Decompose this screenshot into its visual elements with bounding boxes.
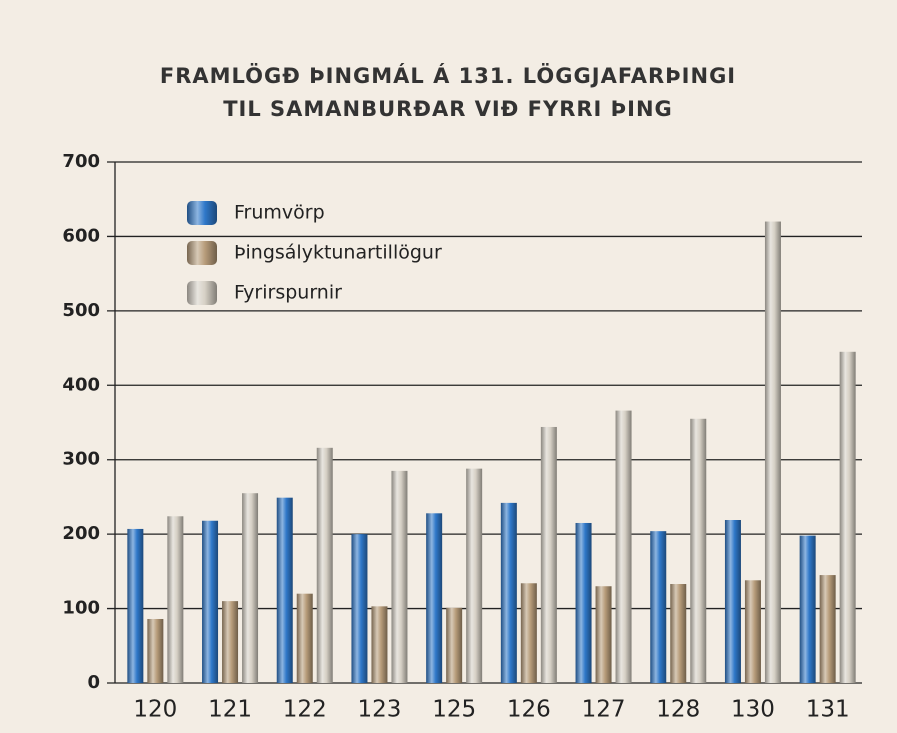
bar — [500, 502, 517, 683]
bar — [575, 522, 592, 683]
legend-swatch — [187, 201, 217, 225]
x-tick-label: 125 — [432, 697, 476, 723]
y-tick-label: 600 — [62, 225, 100, 246]
y-tick-label: 700 — [62, 151, 100, 172]
x-tick-label: 128 — [656, 697, 700, 723]
bar — [540, 426, 557, 683]
bar — [670, 584, 687, 683]
bar — [222, 601, 239, 683]
y-tick-label: 100 — [62, 598, 100, 619]
legend-label: Þingsályktunartillögur — [234, 242, 442, 264]
x-tick-label: 131 — [806, 697, 850, 723]
bar — [799, 535, 816, 683]
bar — [724, 520, 741, 683]
bar — [690, 418, 707, 683]
bar — [167, 516, 184, 683]
bar — [520, 583, 537, 683]
bar — [127, 528, 144, 683]
bar — [466, 468, 483, 683]
bar — [819, 575, 836, 683]
bar — [839, 351, 856, 683]
legend-swatch — [187, 241, 217, 265]
x-tick-label: 130 — [731, 697, 775, 723]
x-tick-label: 126 — [507, 697, 551, 723]
legend-label: Frumvörp — [234, 202, 325, 224]
bar — [316, 447, 333, 683]
bar — [296, 593, 313, 683]
chart-subtitle: TIL SAMANBURÐAR VIÐ FYRRI ÞING — [223, 97, 673, 121]
y-tick-label: 200 — [62, 523, 100, 544]
bar — [351, 534, 368, 683]
y-tick-label: 500 — [62, 300, 100, 321]
y-tick-label: 0 — [87, 672, 100, 693]
bar — [744, 580, 761, 683]
y-tick-label: 400 — [62, 374, 100, 395]
legend-swatch — [187, 281, 217, 305]
bar — [371, 606, 388, 683]
x-tick-label: 127 — [582, 697, 626, 723]
bar — [446, 607, 463, 683]
y-tick-label: 300 — [62, 449, 100, 470]
bar — [202, 520, 219, 683]
bar — [426, 513, 443, 683]
bar — [147, 618, 164, 683]
legend-label: Fyrirspurnir — [234, 282, 342, 304]
bar — [242, 493, 259, 683]
bar — [650, 531, 667, 683]
bar — [764, 221, 781, 684]
x-tick-label: 122 — [283, 697, 327, 723]
bar — [595, 586, 612, 683]
x-tick-label: 121 — [208, 697, 252, 723]
bar — [615, 410, 632, 683]
x-tick-label: 120 — [133, 697, 177, 723]
x-tick-label: 123 — [357, 697, 401, 723]
bar — [276, 497, 293, 683]
chart-title: FRAMLÖGÐ ÞINGMÁL Á 131. LÖGGJAFARÞINGI — [160, 63, 736, 88]
bar — [391, 470, 408, 683]
